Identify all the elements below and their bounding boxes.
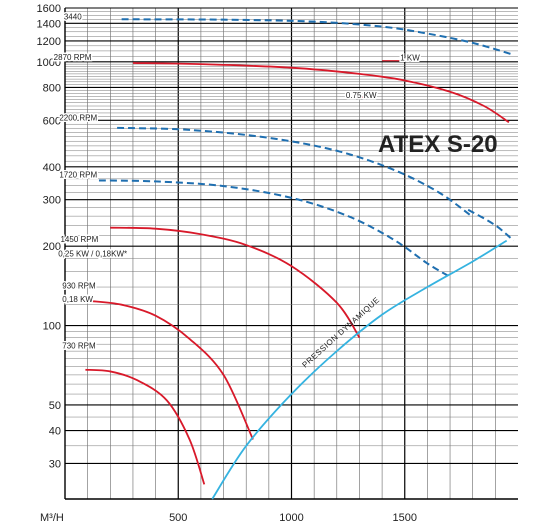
series-line-dashed [121, 18, 512, 56]
curve-label: 3440 [64, 12, 82, 21]
series-line-rpm [110, 226, 361, 339]
curve-label: 0,25 KW / 0,18KW* [58, 249, 127, 258]
x-tick-label: 1000 [279, 512, 303, 524]
curve-label: 0,18 KW [62, 295, 93, 304]
curve-label: 2870 RPM [54, 53, 92, 62]
chart-curves [85, 18, 515, 500]
series-line-rpm [132, 62, 510, 124]
y-tick-label: 30 [49, 458, 61, 470]
series-line-dynamic-pressure [211, 239, 508, 500]
curve-label: 1720 RPM [59, 170, 97, 179]
curve-label: 730 RPM [62, 341, 96, 350]
x-tick-label: 500 [169, 512, 187, 524]
chart-grid: 30 40 50 100 200 300 400 600 800 1000 1200 1400 1600… [37, 3, 518, 524]
series-line-rpm [89, 300, 254, 440]
x-tick-label: 1500 [393, 512, 417, 524]
y-tick-label: 100 [43, 321, 61, 333]
curve-label: 0.75 KW [346, 91, 377, 100]
y-tick-label: 1600 [37, 3, 61, 15]
y-tick-label: 800 [43, 82, 61, 94]
curve-label: 2200 RPM [59, 113, 97, 122]
curve-label: 1 KW [400, 54, 420, 63]
y-tick-label: 300 [43, 195, 61, 207]
series-line-dashed [117, 126, 474, 218]
y-tick-label: 1000 [37, 57, 61, 69]
y-tick-label: 1400 [37, 18, 61, 30]
series-line-rpm [85, 368, 206, 485]
x-axis-label: M³/H [40, 512, 64, 524]
curve-label: 930 RPM [62, 282, 96, 291]
y-tick-label: 600 [43, 115, 61, 127]
y-tick-label: 1200 [37, 36, 61, 48]
chart-title: ATEX S-20 [378, 131, 498, 158]
y-tick-label: 400 [43, 162, 61, 174]
series-line-dashed [98, 179, 451, 278]
curve-label: 1450 RPM [60, 235, 98, 244]
series-line-dashed [467, 208, 515, 242]
y-tick-label: 200 [43, 241, 61, 253]
y-tick-label: 40 [49, 426, 61, 438]
y-tick-label: 50 [49, 400, 61, 412]
